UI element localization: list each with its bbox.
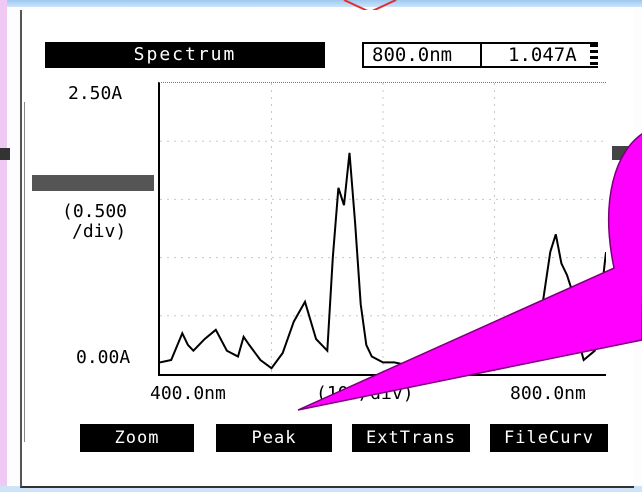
y-axis-min-label: 0.00A	[76, 347, 131, 368]
x-axis-scale-label: (100/div)	[316, 383, 414, 404]
file-curv-button[interactable]: FileCurv	[490, 424, 608, 452]
left-scale-bar	[32, 175, 154, 191]
plot-grid	[160, 83, 606, 374]
slide-bottom-edge	[0, 486, 642, 492]
zoom-button[interactable]: Zoom	[80, 424, 194, 452]
left-edge-tab	[0, 148, 10, 160]
absorbance-readout: 1.047A	[480, 42, 598, 68]
wavelength-readout: 800.0nm	[362, 42, 482, 68]
peak-button[interactable]: Peak	[216, 424, 332, 452]
slide-left-edge	[0, 0, 7, 492]
y-axis-max-label: 2.50A	[68, 83, 123, 104]
ext-trans-button[interactable]: ExtTrans	[352, 424, 470, 452]
x-axis-end-label: 800.0nm	[510, 383, 586, 404]
spectrum-plot	[158, 82, 606, 376]
screen-title: Spectrum	[45, 42, 325, 68]
left-ruler	[24, 102, 28, 442]
slide-top-edge	[0, 0, 642, 7]
right-edge-tab	[612, 146, 642, 160]
x-axis-start-label: 400.0nm	[150, 383, 226, 404]
y-axis-scale-label-2: /div)	[72, 221, 127, 242]
spectrum-plot-svg	[160, 83, 606, 374]
y-axis-scale-label-1: (0.500	[62, 201, 128, 222]
readout-scroll-icon[interactable]	[590, 44, 598, 66]
